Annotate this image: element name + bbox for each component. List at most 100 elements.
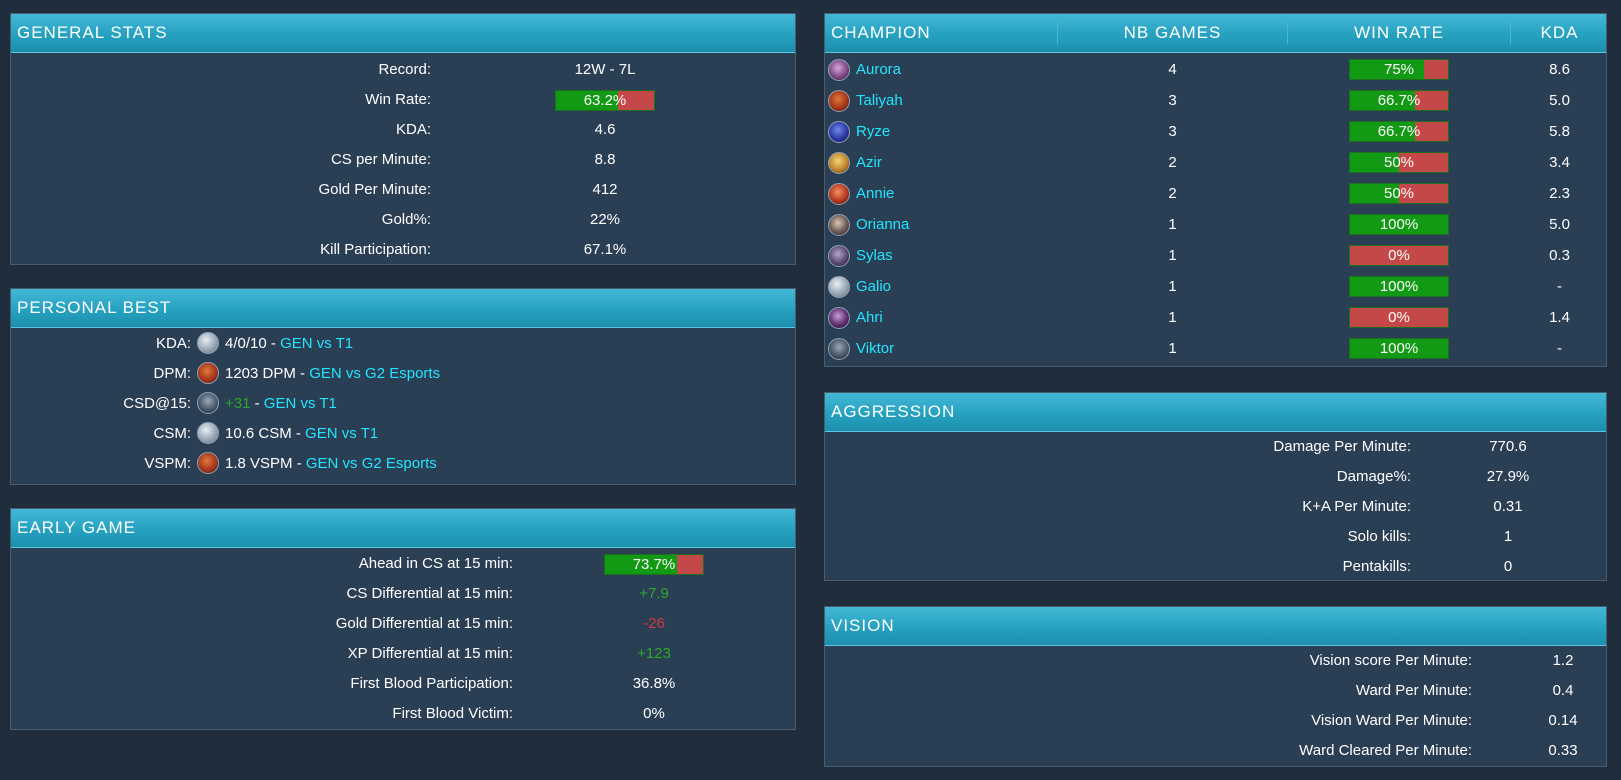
ka-per-minute-row: K+A Per Minute: 0.31: [825, 492, 1606, 522]
kda-column-header[interactable]: KDA: [1540, 23, 1579, 42]
win-rate-row: Win Rate: 63.2%: [11, 85, 795, 115]
champion-kda: 5.0: [1549, 216, 1570, 233]
champion-name-cell: Aurora: [828, 54, 901, 85]
taliyah-icon: [197, 451, 219, 474]
champion-name-link[interactable]: Ahri: [856, 309, 883, 326]
champion-row: Ahri 1 0% 1.4: [825, 302, 1606, 333]
champion-games: 1: [1168, 278, 1177, 295]
pb-vspm-stat: 1.8 VSPM: [225, 455, 293, 472]
champion-name-cell: Ryze: [828, 116, 890, 147]
cs-per-minute-label: CS per Minute:: [330, 151, 431, 168]
gold-per-minute-row: Gold Per Minute: 412: [11, 175, 795, 205]
champion-games: 4: [1168, 61, 1177, 78]
ahri-icon: [828, 307, 850, 330]
pb-csm-match-link[interactable]: GEN vs T1: [305, 425, 379, 442]
solo-kills-label: Solo kills:: [1347, 528, 1411, 545]
champion-winrate: 75%: [1383, 61, 1415, 78]
early-game-rows: Ahead in CS at 15 min: 73.7% CS Differen…: [11, 548, 795, 729]
champion-row: Taliyah 3 66.7% 5.0: [825, 85, 1606, 116]
solo-kills-row: Solo kills: 1: [825, 522, 1606, 552]
winrate-column-header[interactable]: WIN RATE: [1354, 23, 1444, 42]
pb-kda-match-link[interactable]: GEN vs T1: [280, 335, 354, 352]
champion-winrate-bar: 50%: [1349, 152, 1449, 173]
annie-icon: [828, 183, 850, 206]
ward-cleared-row: Ward Cleared Per Minute: 0.33: [825, 736, 1606, 766]
pb-csd-label: CSD@15:: [123, 395, 191, 412]
pb-vspm-match-link[interactable]: GEN vs G2 Esports: [305, 455, 437, 472]
champion-name-link[interactable]: Taliyah: [856, 92, 903, 109]
games-column-header[interactable]: NB GAMES: [1123, 23, 1222, 42]
gold-diff-row: Gold Differential at 15 min: -26: [11, 609, 795, 639]
champion-name-link[interactable]: Annie: [856, 185, 895, 202]
pb-csm-row: CSM: 10.6 CSM - GEN vs T1: [11, 419, 795, 449]
kill-participation-value: 67.1%: [583, 241, 627, 258]
kill-participation-label: Kill Participation:: [320, 241, 431, 258]
ka-per-minute-value: 0.31: [1493, 498, 1523, 515]
pb-csm-label: CSM:: [153, 425, 192, 442]
champion-name-link[interactable]: Aurora: [856, 61, 902, 78]
win-rate-label: Win Rate:: [365, 91, 431, 108]
champion-winrate-fill: [1350, 60, 1424, 79]
pb-kda-stat: 4/0/10: [225, 335, 267, 352]
vision-panel: VISION Vision score Per Minute: 1.2 Ward…: [824, 606, 1607, 767]
pb-vspm-value: 1.8 VSPM - GEN vs G2 Esports: [197, 449, 437, 479]
champion-column-header[interactable]: CHAMPION: [831, 23, 931, 42]
champion-name-link[interactable]: Galio: [856, 278, 892, 295]
gold-per-minute-value: 412: [592, 181, 618, 198]
champion-winrate-fill: [1350, 277, 1448, 296]
champion-winrate-bar: 0%: [1349, 245, 1449, 266]
champion-winrate: 0%: [1388, 247, 1410, 264]
champion-name-link[interactable]: Ryze: [856, 123, 891, 140]
aggression-header: AGGRESSION: [825, 393, 1606, 432]
vision-ward-label: Vision Ward Per Minute:: [1311, 712, 1472, 729]
champion-name-link[interactable]: Viktor: [856, 340, 895, 357]
champion-name-link[interactable]: Azir: [856, 154, 882, 171]
champion-kda: -: [1557, 340, 1562, 357]
champion-winrate: 50%: [1383, 154, 1415, 171]
taliyah-icon: [828, 90, 850, 113]
pb-csd-stat: +31: [225, 395, 251, 412]
champion-winrate-fill: [1350, 184, 1399, 203]
champion-name-cell: Galio: [828, 271, 891, 302]
champion-winrate: 66.7%: [1377, 123, 1421, 140]
champion-winrate-bar: 66.7%: [1349, 90, 1449, 111]
ahead-cs-value: 73.7%: [632, 556, 676, 573]
pentakills-label: Pentakills:: [1342, 558, 1411, 575]
champion-row: Viktor 1 100% -: [825, 333, 1606, 364]
ahead-cs-label: Ahead in CS at 15 min:: [358, 555, 513, 572]
pb-csd-match-link[interactable]: GEN vs T1: [263, 395, 337, 412]
champion-winrate-bar: 75%: [1349, 59, 1449, 80]
pb-csm-stat: 10.6 CSM: [225, 425, 292, 442]
champion-kda: 5.0: [1549, 92, 1570, 109]
galio-icon: [197, 421, 219, 444]
aurora-icon: [828, 59, 850, 82]
champion-winrate-bar: 100%: [1349, 338, 1449, 359]
general-stats-header: GENERAL STATS: [11, 14, 795, 53]
record-label: Record:: [378, 61, 431, 78]
win-rate-value: 63.2%: [583, 92, 627, 109]
ryze-icon: [828, 121, 850, 144]
champion-name-link[interactable]: Orianna: [856, 216, 910, 233]
champion-name-cell: Annie: [828, 178, 894, 209]
personal-best-panel: PERSONAL BEST KDA: 4/0/10 - GEN vs T1 DP…: [10, 288, 796, 485]
pentakills-value: 0: [1503, 558, 1513, 575]
champion-name-cell: Azir: [828, 147, 882, 178]
pb-vspm-row: VSPM: 1.8 VSPM - GEN vs G2 Esports: [11, 449, 795, 479]
orianna-icon: [828, 214, 850, 237]
pb-dpm-label: DPM:: [153, 365, 192, 382]
general-stats-panel: GENERAL STATS Record: 12W - 7L Win Rate:…: [10, 13, 796, 265]
cs-diff-label: CS Differential at 15 min:: [346, 585, 513, 602]
win-rate-bar: 63.2%: [555, 90, 655, 111]
champion-winrate: 66.7%: [1377, 92, 1421, 109]
champion-name-link[interactable]: Sylas: [856, 247, 893, 264]
taliyah-icon: [197, 361, 219, 384]
damage-share-row: Damage%: 27.9%: [825, 462, 1606, 492]
champion-kda: 3.4: [1549, 154, 1570, 171]
pb-dpm-match-link[interactable]: GEN vs G2 Esports: [309, 365, 441, 382]
gold-share-row: Gold%: 22%: [11, 205, 795, 235]
damage-per-minute-value: 770.6: [1489, 438, 1527, 455]
gold-share-label: Gold%:: [381, 211, 431, 228]
pb-dpm-separator: -: [295, 365, 310, 382]
champion-row: Aurora 4 75% 8.6: [825, 54, 1606, 85]
champion-winrate-fill: [1350, 153, 1399, 172]
